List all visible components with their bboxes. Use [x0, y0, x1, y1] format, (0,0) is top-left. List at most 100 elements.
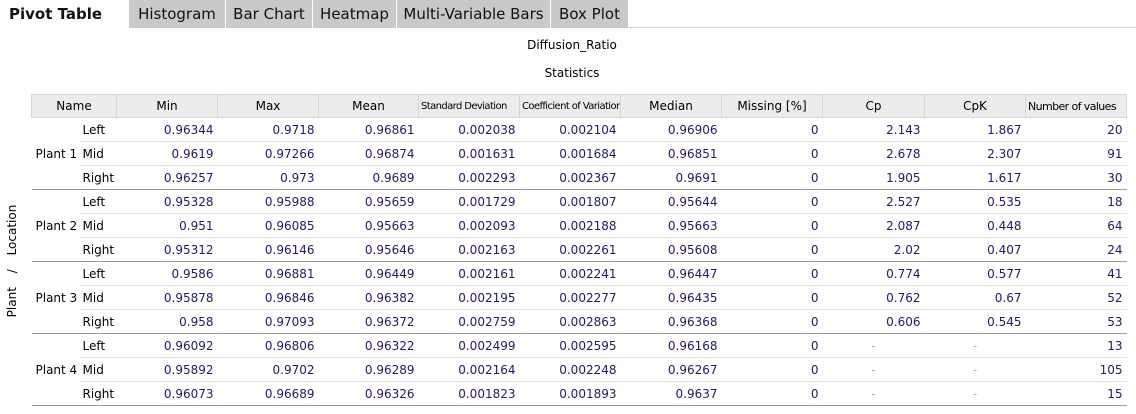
- cell: 18: [1025, 189, 1127, 214]
- cell: 0.9689: [318, 165, 419, 190]
- cell: 0: [721, 237, 823, 262]
- cell: 13: [1025, 333, 1127, 358]
- column-header[interactable]: Number of values: [1025, 94, 1127, 118]
- cell: 0.97266: [217, 141, 319, 166]
- table-row: Plant 1 Left 0.96344 0.9718 0.96861 0.002038 0…: [31, 117, 1127, 190]
- cell: 0.9691: [620, 165, 722, 190]
- cell: 0.96874: [318, 141, 419, 166]
- cell: 0.96344: [116, 117, 218, 142]
- tab[interactable]: Histogram: [129, 0, 226, 28]
- location-label: Right: [78, 381, 117, 406]
- column-header[interactable]: Min: [116, 94, 218, 118]
- cell: 91: [1025, 141, 1127, 166]
- cell: 0.95878: [116, 285, 218, 310]
- cell: 0.96368: [620, 309, 722, 334]
- cell: 0.96382: [318, 285, 419, 310]
- cell: 0.9586: [116, 261, 218, 286]
- column-header[interactable]: Mean: [318, 94, 419, 118]
- cell: 0.001823: [418, 381, 520, 406]
- cell: 0: [721, 165, 823, 190]
- cell: 0.577: [924, 261, 1026, 286]
- location-label: Mid: [78, 357, 117, 382]
- table-row: Plant 3 Left 0.9586 0.96881 0.96449 0.002161 0…: [31, 261, 1127, 334]
- cell: 0.002038: [418, 117, 520, 142]
- location-label: Mid: [78, 141, 117, 166]
- tab[interactable]: Bar Chart: [226, 0, 313, 28]
- cell: 1.867: [924, 117, 1026, 142]
- cell: 0.001684: [519, 141, 621, 166]
- cell: 0.96851: [620, 141, 722, 166]
- cell: 105: [1025, 357, 1127, 382]
- cell: 53: [1025, 309, 1127, 334]
- cell: 0.9637: [620, 381, 722, 406]
- cell: -: [924, 381, 1026, 406]
- column-header[interactable]: CpK: [924, 94, 1026, 118]
- column-header[interactable]: Missing [%]: [721, 94, 823, 118]
- location-label: Left: [78, 333, 117, 358]
- location-label: Mid: [78, 285, 117, 310]
- cell: 0.96326: [318, 381, 419, 406]
- cell: 0.96906: [620, 117, 722, 142]
- column-header[interactable]: Cp: [822, 94, 925, 118]
- column-header[interactable]: Max: [217, 94, 319, 118]
- cell: 0.95312: [116, 237, 218, 262]
- cell: 0.002863: [519, 309, 621, 334]
- cell: -: [822, 381, 925, 406]
- cell: 2.087: [822, 213, 925, 238]
- column-header[interactable]: Coefficient of Variation: [519, 94, 621, 118]
- cell: 0.002164: [418, 357, 520, 382]
- cell: 0.96267: [620, 357, 722, 382]
- column-header[interactable]: Name: [31, 94, 117, 118]
- cell: 0.96447: [620, 261, 722, 286]
- cell: 0.001807: [519, 189, 621, 214]
- cell: 15: [1025, 381, 1127, 406]
- tab-bar: Pivot Table Histogram Bar Chart Heatmap Mult…: [0, 0, 1136, 28]
- cell: 52: [1025, 285, 1127, 310]
- table-row: Right 0.95312 0.96146 0.95646 0.002163 0.0022…: [32, 237, 1127, 262]
- cell: 0.545: [924, 309, 1026, 334]
- cell: 0.002277: [519, 285, 621, 310]
- cell: 0.9702: [217, 357, 319, 382]
- cell: 0.95663: [318, 213, 419, 238]
- group-label: Plant 4: [31, 333, 79, 406]
- cell: 0.9718: [217, 117, 319, 142]
- pivot-table: Name Min Max Mean Standard Deviation Coeffici…: [31, 94, 1127, 406]
- cell: 0.774: [822, 261, 925, 286]
- tab[interactable]: Box Plot: [551, 0, 629, 28]
- title: Diffusion_Ratio: [527, 38, 617, 52]
- cell: 1.905: [822, 165, 925, 190]
- cell: 0: [721, 309, 823, 334]
- cell: 0.606: [822, 309, 925, 334]
- cell: 64: [1025, 213, 1127, 238]
- cell: 0: [721, 381, 823, 406]
- cell: 0.96085: [217, 213, 319, 238]
- tab[interactable]: Pivot Table: [0, 0, 129, 28]
- location-label: Right: [78, 237, 117, 262]
- cell: 0.407: [924, 237, 1026, 262]
- cell: 0.001631: [418, 141, 520, 166]
- cell: 0.96881: [217, 261, 319, 286]
- column-header[interactable]: Median: [620, 94, 722, 118]
- group-label: Plant 2: [31, 189, 79, 262]
- cell: 0.9619: [116, 141, 218, 166]
- cell: -: [924, 357, 1026, 382]
- cell: 0.96449: [318, 261, 419, 286]
- column-header[interactable]: Standard Deviation: [418, 94, 520, 118]
- cell: 0: [721, 261, 823, 286]
- cell: 0.95659: [318, 189, 419, 214]
- cell: 0.002248: [519, 357, 621, 382]
- tab[interactable]: Heatmap: [313, 0, 397, 28]
- cell: 41: [1025, 261, 1127, 286]
- subtitle: Statistics: [544, 66, 600, 80]
- cell: 24: [1025, 237, 1127, 262]
- cell: 0.002161: [418, 261, 520, 286]
- cell: 0: [721, 285, 823, 310]
- table-row: Plant 2 Left 0.95328 0.95988 0.95659 0.001729…: [31, 189, 1127, 262]
- cell: 2.678: [822, 141, 925, 166]
- tab[interactable]: Multi-Variable Bars: [397, 0, 551, 28]
- location-label: Left: [78, 261, 117, 286]
- cell: 0: [721, 189, 823, 214]
- cell: 0.96289: [318, 357, 419, 382]
- group-label: Plant 3: [31, 261, 79, 334]
